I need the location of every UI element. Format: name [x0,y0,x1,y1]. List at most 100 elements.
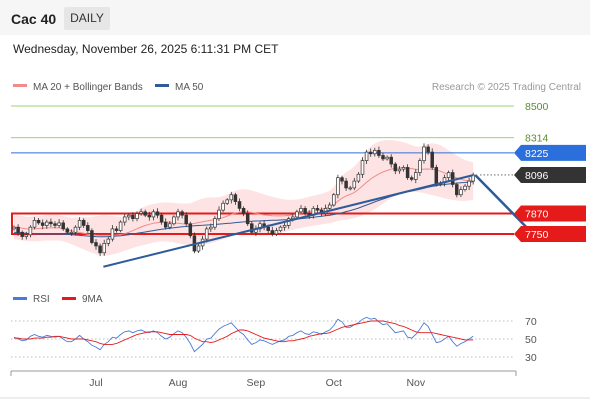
candle-body [163,221,168,228]
candle-body [344,180,348,189]
candle-body [106,238,111,244]
candle-body [49,221,53,225]
candle-body [209,226,213,230]
candle-body [426,146,430,153]
timestamp: Wednesday, November 26, 2025 6:11:31 PM … [13,42,279,56]
candle-body [155,211,160,216]
candle-body [86,225,90,231]
candle-body [463,185,467,190]
candle-body [250,223,254,233]
candle-body [36,219,41,224]
candlesticks [12,143,475,257]
candle-body [221,202,225,211]
candle-body [278,226,283,231]
candle-body [12,226,16,230]
candle-body [159,214,164,223]
candle-body [65,228,70,233]
rsi-tick-label: 50 [525,334,537,346]
candle-body [45,221,49,226]
candle-body [274,230,279,235]
candle-body [356,173,361,182]
rsi-panel: 70 50 30 [11,316,537,364]
candle-body [315,208,320,211]
candle-body [98,245,102,254]
support-trendline [103,174,474,268]
candle-body [237,201,242,209]
ma9-legend-label: 9MA [82,294,103,305]
level-labels: 8500 8314 8225 8096 7870 7750 [514,101,586,242]
candle-body [360,160,365,175]
support-label-tag [514,205,586,222]
bollinger-bands [14,140,474,256]
candle-body [139,211,143,214]
candle-body [381,155,385,160]
candle-body [90,230,94,243]
rsi-tick-label: 70 [525,316,537,328]
candle-body [53,223,57,226]
candle-body [135,213,139,219]
candle-body [233,194,238,202]
target-level-label: 8500 [525,101,549,113]
candle-body [397,168,402,172]
ma20-legend-swatch [13,84,27,87]
candle-body [295,211,299,218]
candle-body [270,230,275,235]
candle-body [131,214,135,219]
support-label-tag [514,226,586,242]
candle-body [229,194,234,201]
ma20-legend-label: MA 20 + Bollinger Bands [33,82,143,93]
candle-body [184,214,188,225]
resistance-label-tag [514,144,586,161]
support-level-label: 7870 [525,209,549,221]
price-levels [11,105,514,235]
instrument-title: Cac 40 [11,11,57,27]
candle-body [73,226,78,233]
candle-body [110,228,115,240]
candle-body [180,211,184,216]
candle-body [176,211,180,218]
candle-body [196,245,201,252]
candle-body [340,177,344,182]
candle-body [241,208,246,214]
candle-body [32,219,37,228]
candle-body [282,225,287,228]
candle-body [471,174,475,182]
candle-body [172,216,176,225]
candle-body [467,180,471,187]
candle-body [352,180,357,189]
resistance-level-label: 8225 [525,148,549,160]
candle-body [69,231,74,234]
timeframe-badge[interactable]: DAILY [64,7,110,30]
rsi-line [13,316,474,353]
candle-body [245,213,250,225]
rsi-ma9-line [14,320,474,345]
ma9-legend-swatch [62,297,76,300]
candle-body [204,228,209,240]
rsi-tick-label: 30 [525,352,537,364]
candle-body [40,222,45,226]
rsi-legend-swatch [13,297,27,300]
last-price-tag [514,166,586,183]
candle-body [118,221,123,231]
candle-body [122,216,127,223]
candle-body [143,211,147,216]
x-tick-label: Aug [169,377,188,389]
ma50-legend-label: MA 50 [175,82,204,93]
candle-body [77,219,82,228]
candle-body [266,226,270,231]
candle-body [405,167,410,179]
candle-body [127,214,131,218]
x-tick-label: Oct [326,377,342,389]
candle-body [168,223,172,228]
candle-body [147,214,152,218]
candle-body [28,226,33,236]
candle-body [332,194,336,206]
candle-body [81,219,86,226]
x-tick-label: Jul [89,377,102,389]
bollinger-band-fill [14,140,474,256]
rsi-legend-label: RSI [33,294,50,305]
candle-body [385,156,389,160]
candle-body [377,150,381,156]
